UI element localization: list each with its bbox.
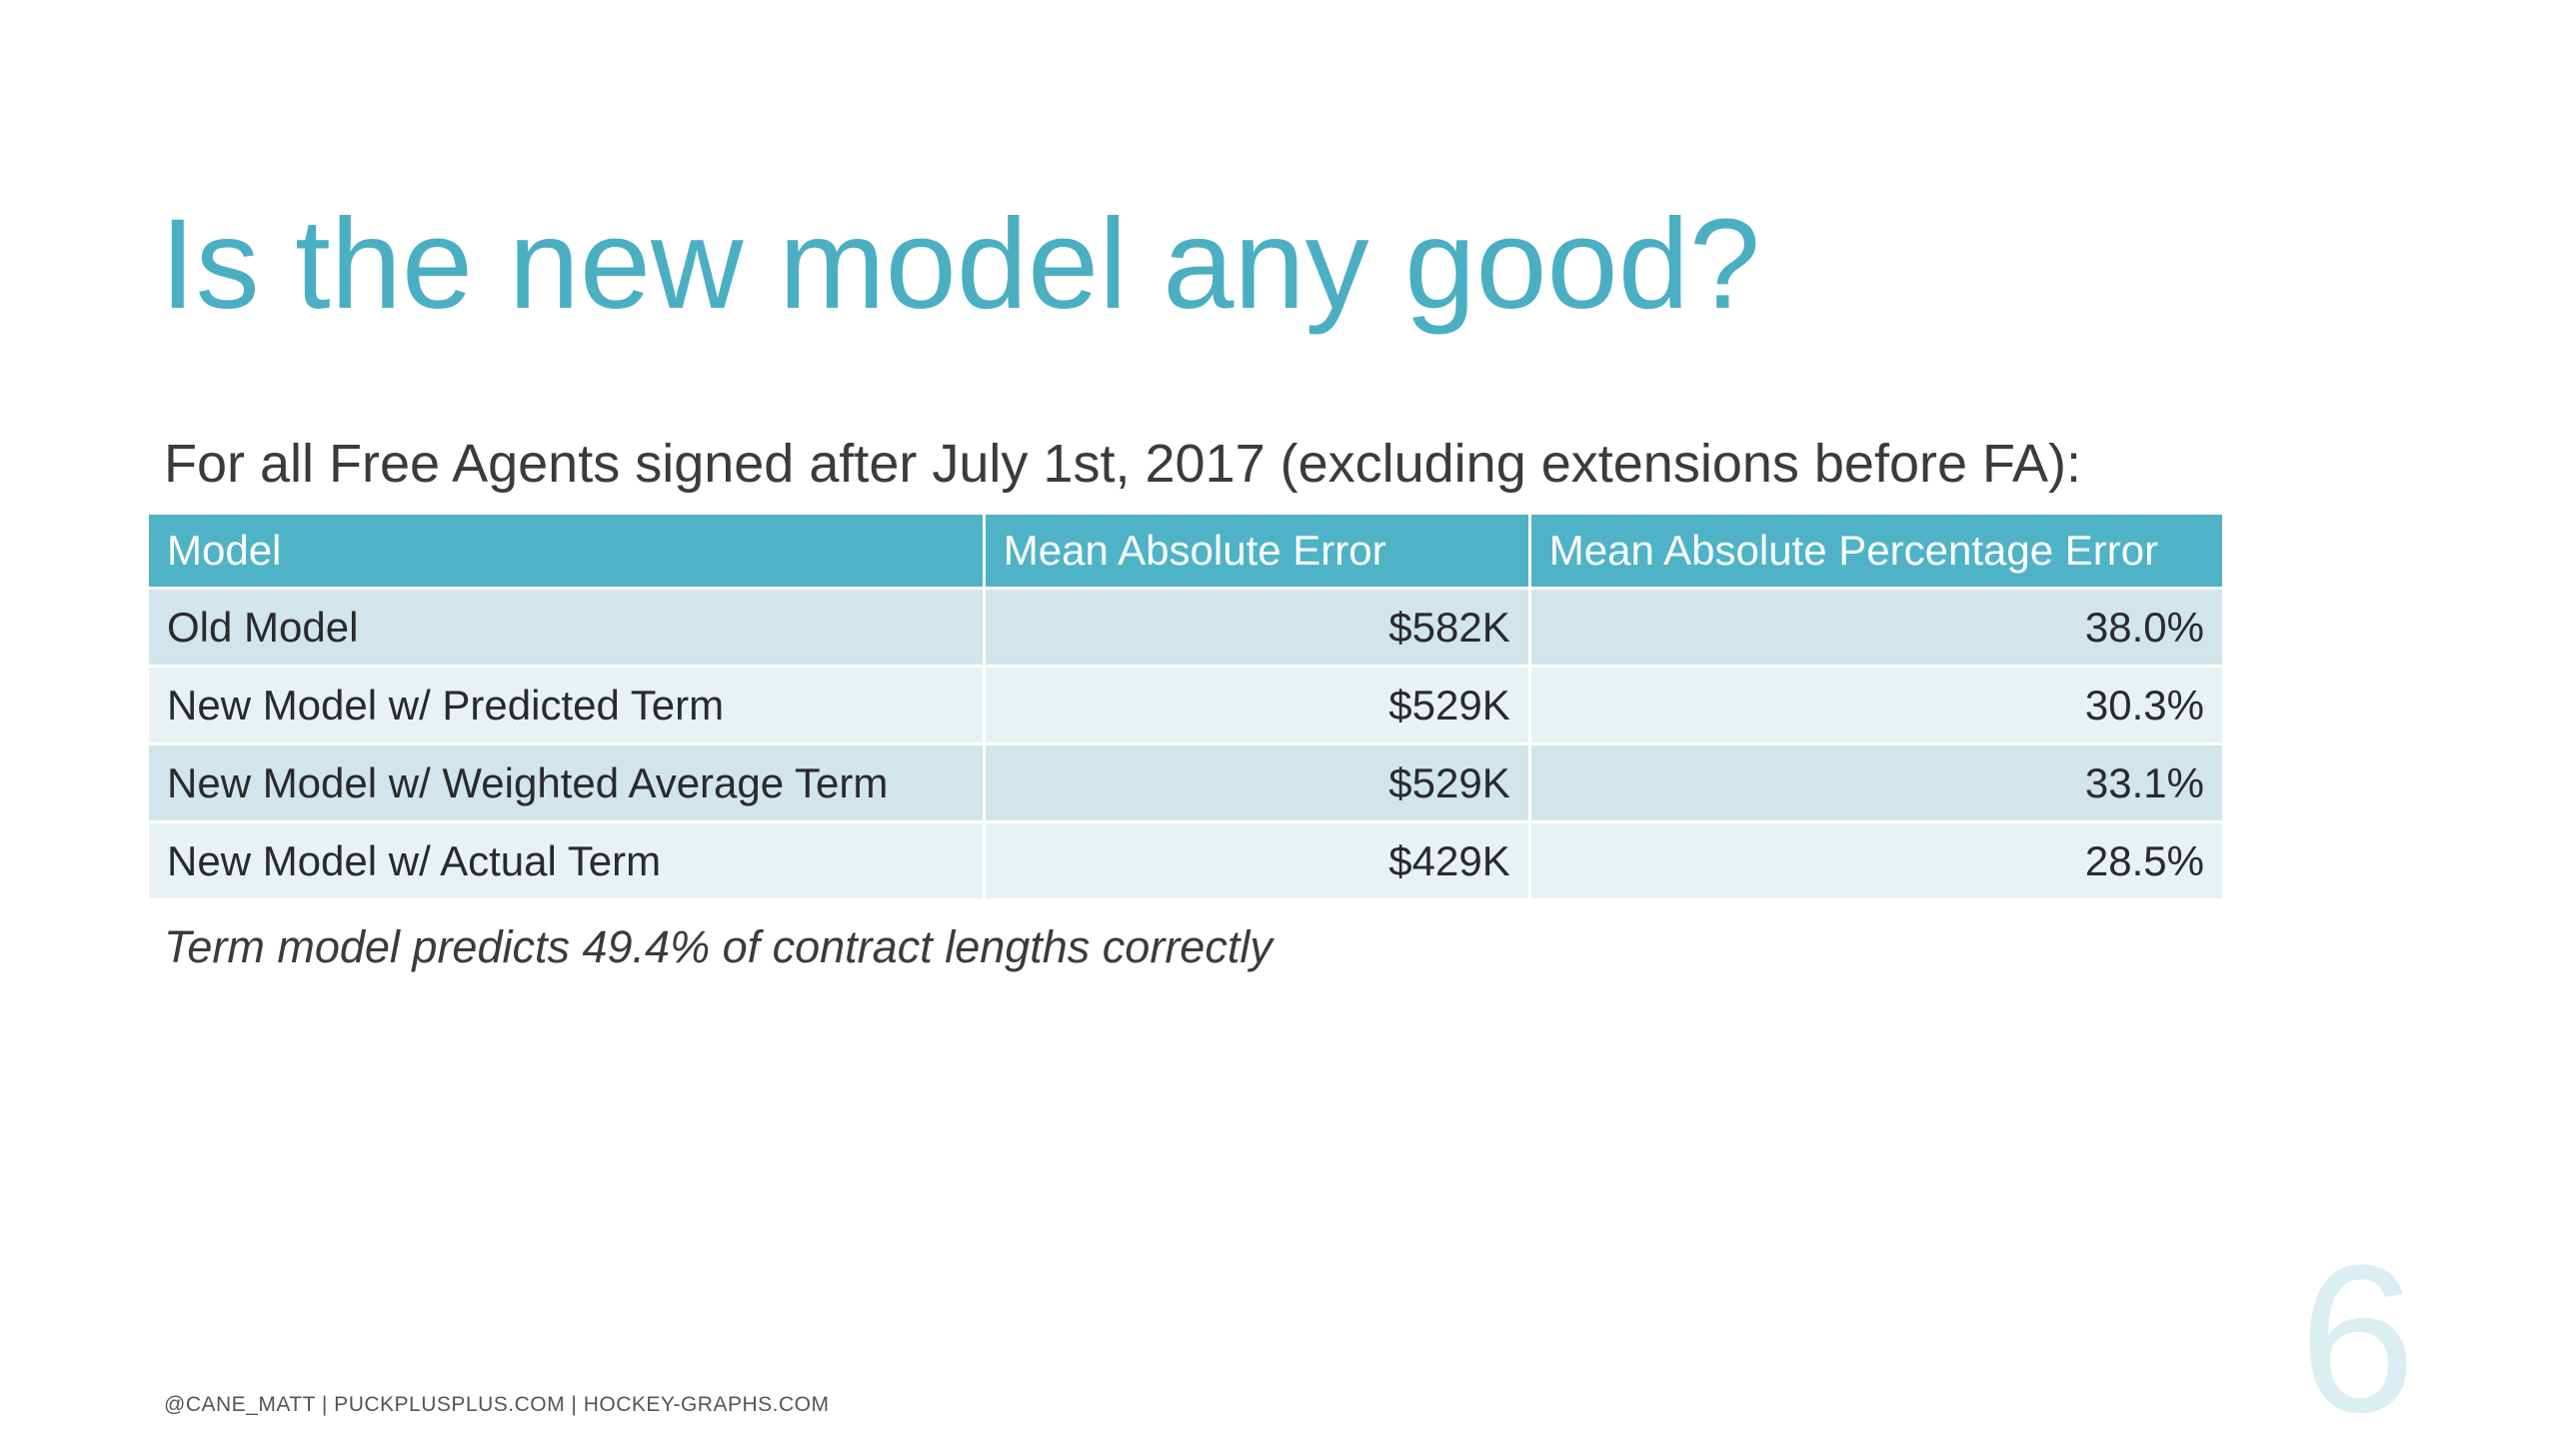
cell-model: New Model w/ Predicted Term bbox=[149, 668, 983, 742]
header-mean-absolute-percentage-error: Mean Absolute Percentage Error bbox=[1530, 515, 2222, 587]
header-model: Model bbox=[149, 515, 983, 587]
cell-model: New Model w/ Actual Term bbox=[149, 823, 983, 898]
slide-title: Is the new model any good? bbox=[160, 193, 1761, 336]
header-mean-absolute-error: Mean Absolute Error bbox=[985, 515, 1528, 587]
cell-mape: 38.0% bbox=[1530, 590, 2222, 665]
cell-model: Old Model bbox=[149, 590, 983, 665]
slide-subtitle: For all Free Agents signed after July 1s… bbox=[164, 434, 2082, 494]
cell-mape: 30.3% bbox=[1530, 668, 2222, 742]
page-number: 6 bbox=[2299, 1221, 2416, 1456]
cell-mae: $529K bbox=[985, 745, 1528, 820]
footer-credits: @CANE_MATT | PUCKPLUSPLUS.COM | HOCKEY-G… bbox=[164, 1393, 830, 1416]
cell-mae: $429K bbox=[985, 823, 1528, 898]
table-row: Old Model $582K 38.0% bbox=[149, 590, 2222, 665]
table-header-row: Model Mean Absolute Error Mean Absolute … bbox=[149, 515, 2222, 587]
table-row: New Model w/ Weighted Average Term $529K… bbox=[149, 745, 2222, 820]
cell-mae: $529K bbox=[985, 668, 1528, 742]
table-note: Term model predicts 49.4% of contract le… bbox=[164, 921, 1273, 972]
cell-mae: $582K bbox=[985, 590, 1528, 665]
table-row: New Model w/ Predicted Term $529K 30.3% bbox=[149, 668, 2222, 742]
table-row: New Model w/ Actual Term $429K 28.5% bbox=[149, 823, 2222, 898]
results-table: Model Mean Absolute Error Mean Absolute … bbox=[146, 512, 2225, 901]
cell-mape: 33.1% bbox=[1530, 745, 2222, 820]
cell-mape: 28.5% bbox=[1530, 823, 2222, 898]
cell-model: New Model w/ Weighted Average Term bbox=[149, 745, 983, 820]
